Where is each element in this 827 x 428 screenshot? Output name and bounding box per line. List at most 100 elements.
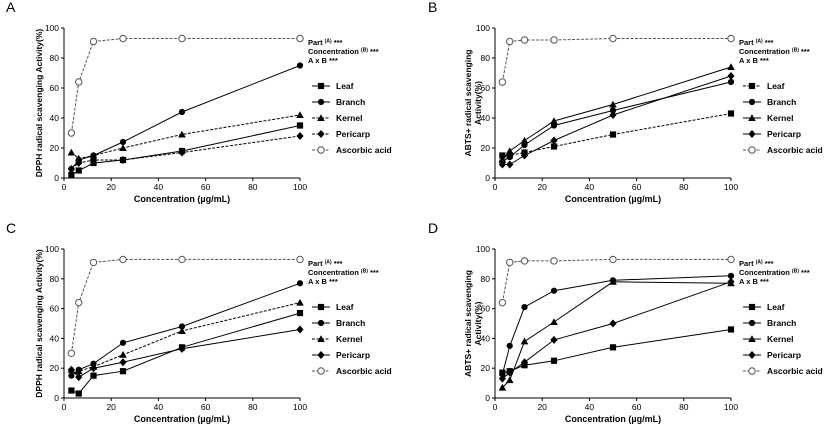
legend-marker bbox=[317, 319, 325, 327]
legend-label: Kernel bbox=[336, 113, 362, 123]
data-point bbox=[67, 129, 76, 137]
y-tick-label: 60 bbox=[481, 83, 491, 93]
y-tick-label: 80 bbox=[481, 274, 491, 284]
legend-label: Ascorbic acid bbox=[767, 366, 823, 376]
x-tick-label: 40 bbox=[585, 182, 595, 192]
y-axis-label: ABTS+ radical scavengingActivity(%) bbox=[463, 270, 483, 377]
y-tick-label: 20 bbox=[50, 143, 60, 153]
x-tick-label: 100 bbox=[724, 402, 738, 412]
data-point bbox=[521, 304, 528, 311]
legend-label: Kernel bbox=[767, 113, 793, 123]
legend-label: Branch bbox=[767, 97, 796, 107]
data-point bbox=[89, 37, 98, 46]
series-line bbox=[501, 38, 731, 83]
data-point bbox=[727, 272, 735, 279]
series-line bbox=[71, 65, 301, 170]
series-line bbox=[71, 114, 301, 160]
data-point bbox=[296, 111, 304, 118]
data-point bbox=[505, 376, 514, 384]
data-point bbox=[89, 156, 98, 164]
data-point bbox=[498, 78, 507, 86]
data-point bbox=[499, 152, 506, 159]
legend-label: Branch bbox=[767, 318, 796, 328]
legend-label: Ascorbic acid bbox=[336, 145, 392, 155]
data-point bbox=[178, 323, 186, 330]
legend-item: Kernel bbox=[312, 334, 362, 344]
legend-label: Ascorbic acid bbox=[336, 366, 392, 376]
legend-marker bbox=[317, 351, 325, 359]
legend-label: Leaf bbox=[336, 302, 354, 312]
panel-label: B bbox=[428, 0, 437, 15]
x-axis-label: Concentration (µg/mL) bbox=[565, 194, 661, 204]
y-tick-label: 20 bbox=[481, 363, 491, 373]
data-point bbox=[89, 151, 98, 159]
series-line bbox=[71, 135, 301, 170]
series-kernel bbox=[498, 63, 735, 163]
series-kernel bbox=[67, 111, 304, 162]
legend-item: Branch bbox=[312, 318, 365, 328]
series-pericarp bbox=[498, 72, 735, 169]
data-point bbox=[520, 337, 529, 345]
series-ascorbic-acid bbox=[498, 255, 735, 307]
data-point bbox=[520, 136, 529, 144]
data-point bbox=[119, 339, 127, 346]
legend-item: Branch bbox=[743, 318, 796, 328]
data-point bbox=[727, 78, 735, 86]
series-branch bbox=[499, 78, 735, 165]
series-branch bbox=[68, 280, 304, 379]
legend-label: Kernel bbox=[767, 334, 793, 344]
x-tick-label: 40 bbox=[585, 402, 595, 412]
legend-label: Pericarp bbox=[336, 350, 370, 360]
data-point bbox=[296, 325, 304, 334]
y-tick-label: 100 bbox=[476, 23, 490, 33]
x-tick-label: 100 bbox=[293, 402, 307, 412]
panel-label: D bbox=[428, 220, 438, 236]
panel-a: A 0 20 40 60 80 100 0 20 40 60 80 100 Concentration (… bbox=[6, 0, 392, 204]
x-tick-label: 80 bbox=[679, 402, 689, 412]
legend-item: Ascorbic acid bbox=[312, 145, 392, 155]
data-point bbox=[89, 364, 98, 373]
x-tick-label: 80 bbox=[248, 182, 258, 192]
data-point bbox=[296, 62, 304, 69]
y-tick-label: 60 bbox=[50, 304, 60, 314]
legend-item: Kernel bbox=[743, 113, 793, 123]
x-axis-label: Concentration (µg/mL) bbox=[565, 414, 661, 424]
data-point bbox=[75, 167, 82, 174]
data-point bbox=[609, 344, 617, 351]
x-tick-label: 20 bbox=[537, 182, 547, 192]
data-point bbox=[506, 368, 514, 377]
x-tick-label: 80 bbox=[248, 402, 258, 412]
stats-annotation: A x B *** bbox=[308, 56, 338, 65]
data-point bbox=[178, 148, 186, 157]
x-tick-label: 0 bbox=[62, 182, 67, 192]
series-kernel bbox=[498, 277, 735, 391]
legend-label: Pericarp bbox=[336, 129, 370, 139]
data-point bbox=[550, 257, 558, 265]
data-point bbox=[727, 72, 735, 80]
y-tick-label: 40 bbox=[50, 333, 60, 343]
legend-label: Pericarp bbox=[767, 350, 801, 360]
legend-marker bbox=[317, 335, 325, 342]
y-tick-label: 100 bbox=[476, 244, 490, 254]
x-tick-label: 80 bbox=[679, 182, 689, 192]
data-point bbox=[609, 100, 617, 108]
series-line bbox=[70, 38, 300, 134]
legend-marker bbox=[317, 114, 325, 121]
series-line bbox=[502, 281, 732, 379]
data-point bbox=[75, 373, 83, 382]
series-line bbox=[71, 302, 301, 372]
series-pericarp bbox=[67, 132, 304, 173]
series-line bbox=[502, 329, 732, 374]
legend-marker bbox=[748, 351, 756, 359]
data-point bbox=[550, 143, 558, 150]
data-point bbox=[74, 154, 83, 162]
data-point bbox=[550, 335, 558, 344]
y-tick-label: 0 bbox=[54, 393, 59, 403]
y-tick-label: 100 bbox=[45, 244, 59, 254]
data-point bbox=[119, 368, 127, 375]
data-point bbox=[119, 138, 127, 146]
x-tick-label: 20 bbox=[106, 402, 116, 412]
data-point bbox=[609, 34, 617, 43]
data-point bbox=[67, 349, 76, 357]
data-point bbox=[498, 156, 507, 163]
